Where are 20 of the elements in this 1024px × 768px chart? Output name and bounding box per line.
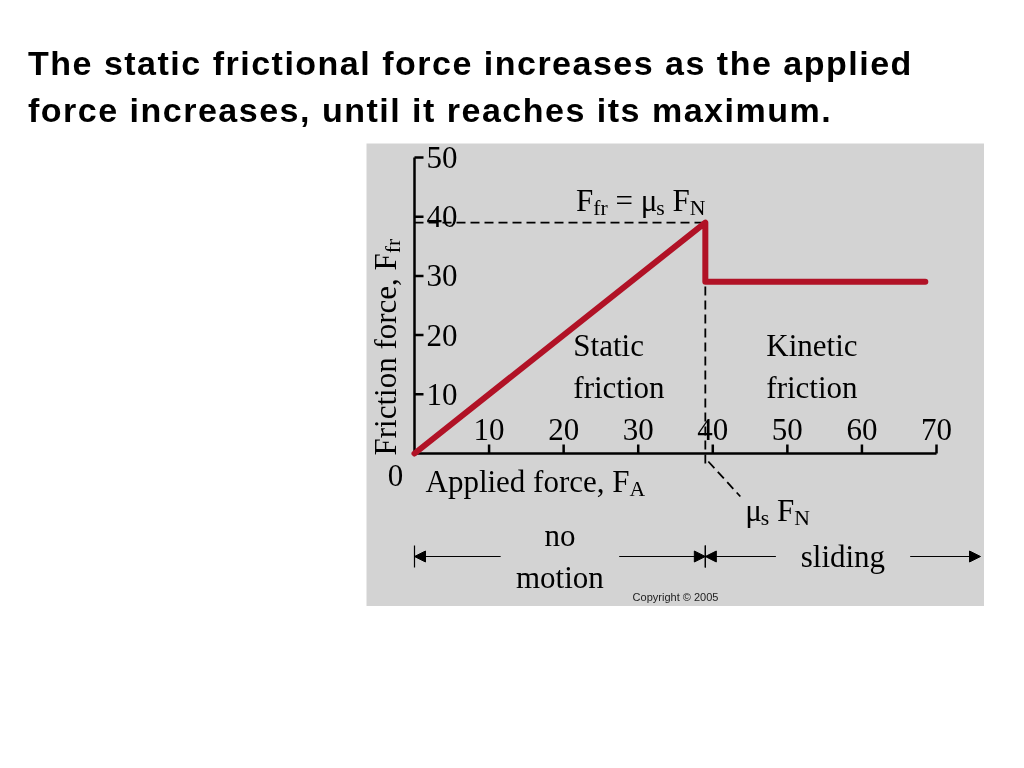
x-tick-label: 30 (622, 412, 654, 447)
text: sliding (800, 539, 886, 574)
x-tick-label: 10 (473, 412, 505, 447)
y-axis-title: Friction force, Ffr (368, 237, 405, 456)
y-tick-label: 30 (426, 258, 458, 294)
y-tick-label: 50 (426, 140, 458, 175)
y-tick-label: 40 (426, 199, 458, 235)
annotation: Kinetic friction (766, 328, 859, 405)
text: no motion (516, 518, 605, 595)
annotation: 0 (387, 458, 404, 493)
annotation: Static friction (573, 328, 666, 405)
x-tick-label: 20 (548, 412, 580, 447)
x-tick-label: 50 (771, 412, 803, 447)
x-tick-label: 60 (846, 412, 878, 447)
y-tick-label: 10 (426, 376, 458, 412)
chart-title: The static frictional force increases as the applied force increases, until it reaches its maximum. (28, 43, 914, 131)
text: Copyright © 2005 (632, 590, 719, 603)
x-tick-label: 70 (921, 412, 952, 447)
y-tick-label: 20 (426, 317, 458, 353)
x-tick-label: 40 (697, 412, 729, 447)
